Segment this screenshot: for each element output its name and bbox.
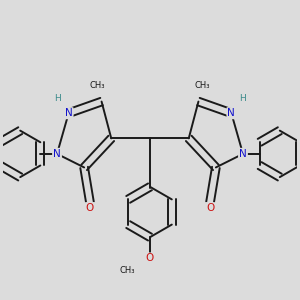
Text: N: N <box>227 108 235 118</box>
Text: CH₃: CH₃ <box>90 81 105 90</box>
Text: O: O <box>86 203 94 213</box>
Text: H: H <box>54 94 61 103</box>
Text: H: H <box>239 94 246 103</box>
Text: O: O <box>206 203 214 213</box>
Text: N: N <box>239 149 247 159</box>
Text: CH₃: CH₃ <box>119 266 134 274</box>
Text: O: O <box>146 254 154 263</box>
Text: N: N <box>53 149 61 159</box>
Text: CH₃: CH₃ <box>195 81 210 90</box>
Text: N: N <box>65 108 73 118</box>
